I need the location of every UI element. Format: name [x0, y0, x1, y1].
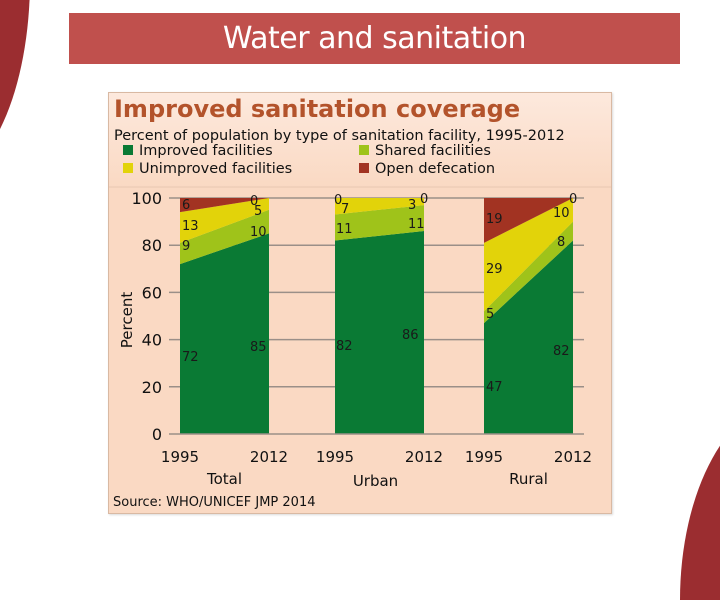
- y-tick-label: 80: [142, 236, 162, 255]
- legend-swatch-unimproved-facilities: [123, 163, 133, 173]
- data-label: 7: [341, 202, 349, 217]
- legend: Improved facilities Unimproved facilities…: [123, 143, 495, 177]
- group-total: [180, 198, 269, 434]
- data-label: 5: [254, 204, 262, 219]
- data-label: 82: [553, 344, 570, 359]
- area-total-shared-facilities: [180, 209, 269, 265]
- data-label: 47: [486, 380, 503, 395]
- data-label: 13: [182, 219, 199, 234]
- area-rural-improved-facilities: [484, 240, 573, 434]
- y-tick-label: 100: [131, 189, 162, 208]
- group-label-rural: Rural: [509, 470, 548, 488]
- data-label: 11: [336, 222, 353, 237]
- data-label: 10: [250, 225, 267, 240]
- area-total-unimproved-facilities: [180, 198, 269, 243]
- area-urban-improved-facilities: [335, 231, 424, 434]
- y-tick-label: 20: [142, 378, 162, 397]
- legend-swatch-improved-facilities: [123, 145, 133, 155]
- data-label: 0: [250, 194, 258, 209]
- data-label: 5: [486, 307, 494, 322]
- y-tick-label: 40: [142, 331, 162, 350]
- area-urban-unimproved-facilities: [335, 198, 424, 215]
- area-total-improved-facilities: [180, 233, 269, 434]
- area-urban-shared-facilities: [335, 205, 424, 241]
- chart-svg: Improved sanitation coverage Percent of …: [109, 93, 611, 513]
- x-tick-label: 1995: [316, 448, 354, 466]
- data-label: 3: [408, 198, 416, 213]
- legend-swatch-open-defecation: [359, 163, 369, 173]
- x-tick-label: 1995: [465, 448, 503, 466]
- decorative-curve-bottom-right: [680, 400, 720, 600]
- y-tick-label: 60: [142, 283, 162, 302]
- slide-title: Water and sanitation: [222, 21, 527, 56]
- slide-title-banner: Water and sanitation: [69, 13, 680, 64]
- data-label: 86: [402, 328, 419, 343]
- chart-subtitle: Percent of population by type of sanitat…: [114, 128, 565, 144]
- legend-label: Improved facilities: [139, 143, 273, 159]
- data-label: 85: [250, 340, 267, 355]
- group-label-total: Total: [206, 470, 242, 488]
- x-tick-label: 2012: [405, 448, 443, 466]
- chart-title: Improved sanitation coverage: [114, 95, 520, 123]
- x-tick-label: 2012: [554, 448, 592, 466]
- data-label: 8: [557, 235, 565, 250]
- data-label: 10: [553, 206, 570, 221]
- area-rural-unimproved-facilities: [484, 198, 573, 312]
- area-rural-shared-facilities: [484, 221, 573, 324]
- y-axis-label: Percent: [118, 292, 136, 349]
- x-tick-label: 2012: [250, 448, 288, 466]
- data-label: 29: [486, 262, 503, 277]
- group-urban: [335, 198, 424, 434]
- data-label: 0: [334, 193, 342, 208]
- group-label-urban: Urban: [353, 472, 398, 490]
- group-rural: [484, 198, 573, 434]
- data-label: 6: [182, 198, 190, 213]
- data-label: 0: [420, 192, 428, 207]
- legend-label: Unimproved facilities: [139, 161, 292, 177]
- source-note: Source: WHO/UNICEF JMP 2014: [113, 495, 315, 510]
- data-label: 72: [182, 350, 199, 365]
- decorative-curve-top-left: [0, 0, 30, 180]
- data-label: 82: [336, 339, 353, 354]
- data-label: 0: [569, 192, 577, 207]
- x-tick-label: 1995: [161, 448, 199, 466]
- legend-swatch-shared-facilities: [359, 145, 369, 155]
- y-tick-label: 0: [152, 425, 162, 444]
- data-label: 9: [182, 239, 190, 254]
- legend-label: Open defecation: [375, 161, 495, 177]
- chart-panel: Improved sanitation coverage Percent of …: [108, 92, 612, 514]
- data-label: 19: [486, 212, 503, 227]
- legend-label: Shared facilities: [375, 143, 491, 159]
- data-label: 11: [408, 217, 425, 232]
- area-rural-open-defecation: [484, 198, 573, 243]
